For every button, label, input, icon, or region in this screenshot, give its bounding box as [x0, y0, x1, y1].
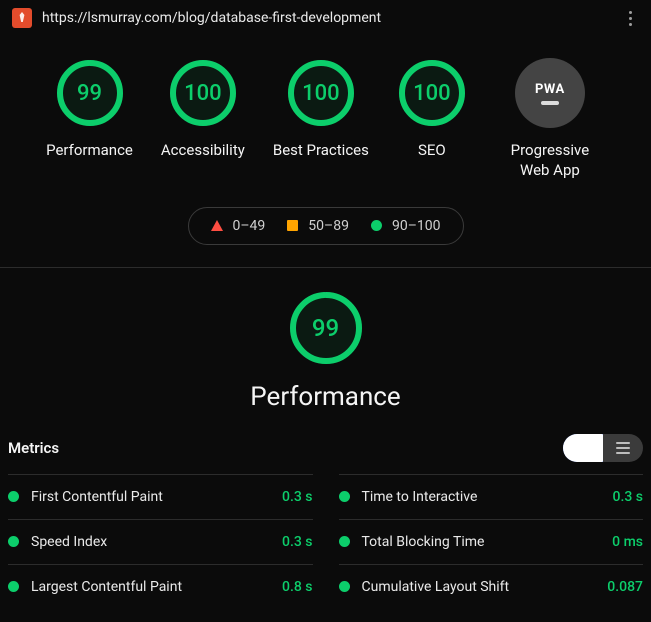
gauge-score: 100 [397, 58, 467, 128]
metrics-header: Metrics [0, 428, 651, 470]
status-dot-icon [339, 491, 350, 502]
metric-value: 0.8 s [282, 579, 313, 595]
status-dot-icon [8, 581, 19, 592]
view-toggle-compact[interactable] [563, 434, 603, 462]
gauge-label: Accessibility [161, 140, 245, 160]
expanded-view-icon [603, 434, 643, 462]
gauge-score: 99 [55, 58, 125, 128]
metrics-grid: First Contentful Paint0.3 sTime to Inter… [0, 470, 651, 609]
square-icon [287, 220, 298, 231]
metric-value: 0.087 [607, 579, 643, 595]
status-dot-icon [339, 536, 350, 547]
metric-name: Time to Interactive [362, 489, 601, 505]
pwa-badge-icon: PWA [515, 58, 585, 128]
legend-label: 90–100 [392, 218, 441, 234]
gauge-label: Performance [46, 140, 133, 160]
gauge-ring: 99 [288, 290, 364, 366]
metric-row[interactable]: Largest Contentful Paint 0.8 s [8, 564, 313, 609]
score-legend: 0–49 50–89 90–100 [188, 207, 464, 245]
page-url[interactable]: https://lsmurray.com/blog/database-first… [42, 10, 611, 26]
metric-name: Cumulative Layout Shift [362, 579, 596, 595]
gauge-label: SEO [418, 140, 446, 160]
gauge-performance[interactable]: 99 Performance [46, 58, 133, 181]
gauge-pwa[interactable]: PWA Progressive Web App [495, 58, 605, 181]
metric-value: 0.3 s [282, 534, 313, 550]
metric-row[interactable]: Time to Interactive 0.3 s [339, 474, 644, 519]
gauge-ring: 99 [55, 58, 125, 128]
circle-icon [371, 220, 382, 231]
legend-item-pass: 90–100 [371, 218, 441, 234]
view-toggle [563, 434, 643, 462]
metric-row[interactable]: Speed Index 0.3 s [8, 519, 313, 564]
top-bar: https://lsmurray.com/blog/database-first… [0, 0, 651, 36]
compact-view-icon [563, 434, 603, 462]
gauge-ring: 100 [168, 58, 238, 128]
gauge-label: Best Practices [273, 140, 369, 160]
gauge-ring: 100 [397, 58, 467, 128]
metric-row[interactable]: Total Blocking Time 0 ms [339, 519, 644, 564]
lighthouse-logo-icon [12, 8, 32, 28]
gauge-seo[interactable]: 100 SEO [397, 58, 467, 181]
legend-item-fail: 0–49 [211, 218, 266, 234]
legend-label: 50–89 [308, 218, 349, 234]
triangle-icon [211, 220, 223, 231]
status-dot-icon [8, 491, 19, 502]
metric-value: 0.3 s [613, 489, 644, 505]
metric-name: Speed Index [31, 534, 270, 550]
score-gauges: 99 Performance 100 Accessibility 100 Bes… [0, 36, 651, 189]
metric-name: First Contentful Paint [31, 489, 270, 505]
metric-name: Largest Contentful Paint [31, 579, 270, 595]
metric-name: Total Blocking Time [362, 534, 601, 550]
status-dot-icon [339, 581, 350, 592]
metrics-title: Metrics [8, 439, 59, 457]
gauge-score: 99 [288, 290, 364, 366]
metric-row[interactable]: First Contentful Paint 0.3 s [8, 474, 313, 519]
status-dot-icon [8, 536, 19, 547]
view-toggle-expanded[interactable] [603, 434, 643, 462]
gauge-score: 100 [168, 58, 238, 128]
metric-row[interactable]: Cumulative Layout Shift 0.087 [339, 564, 644, 609]
legend-item-average: 50–89 [287, 218, 349, 234]
metric-value: 0.3 s [282, 489, 313, 505]
legend-label: 0–49 [233, 218, 266, 234]
gauge-accessibility[interactable]: 100 Accessibility [161, 58, 245, 181]
category-title: Performance [0, 382, 651, 412]
category-header: 99 Performance [0, 268, 651, 428]
kebab-menu-icon[interactable] [621, 9, 639, 27]
gauge-best-practices[interactable]: 100 Best Practices [273, 58, 369, 181]
pwa-badge-text: PWA [535, 82, 565, 97]
gauge-ring: 100 [286, 58, 356, 128]
gauge-label: Progressive Web App [495, 140, 605, 181]
metric-value: 0 ms [612, 534, 643, 550]
gauge-score: 100 [286, 58, 356, 128]
